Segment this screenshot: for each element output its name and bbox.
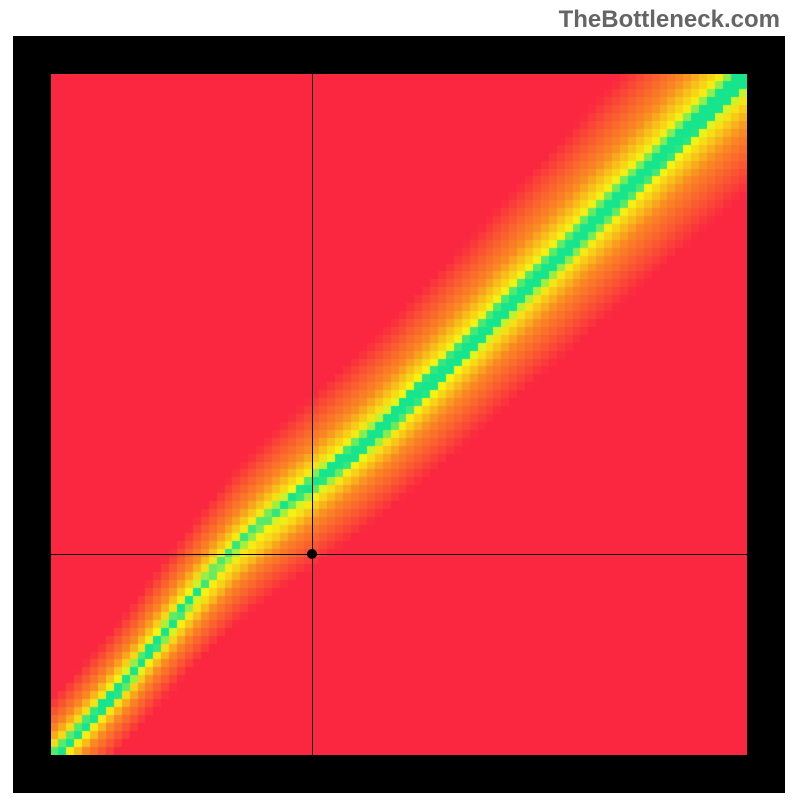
- crosshair-horizontal: [51, 554, 747, 555]
- crosshair-vertical: [312, 74, 313, 755]
- watermark-text: TheBottleneck.com: [559, 6, 780, 34]
- heatmap-canvas: [51, 74, 747, 755]
